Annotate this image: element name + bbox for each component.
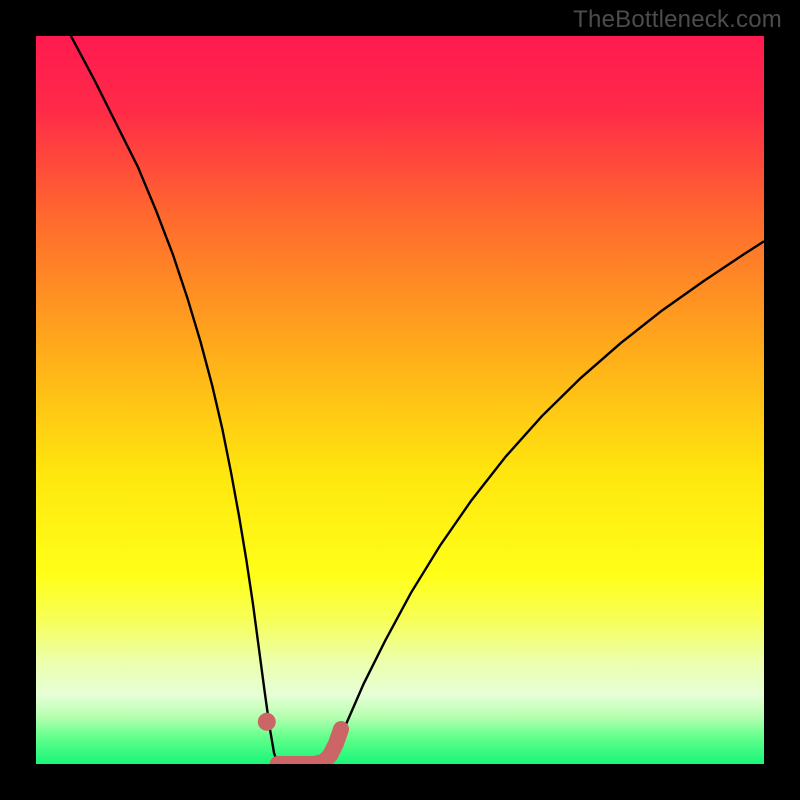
chart-background: [36, 36, 764, 764]
chart-svg: [36, 36, 764, 764]
chart-plot-area: [36, 36, 764, 764]
watermark-text: TheBottleneck.com: [573, 6, 782, 34]
stage: TheBottleneck.com: [0, 0, 800, 800]
trough-dot: [258, 713, 276, 731]
